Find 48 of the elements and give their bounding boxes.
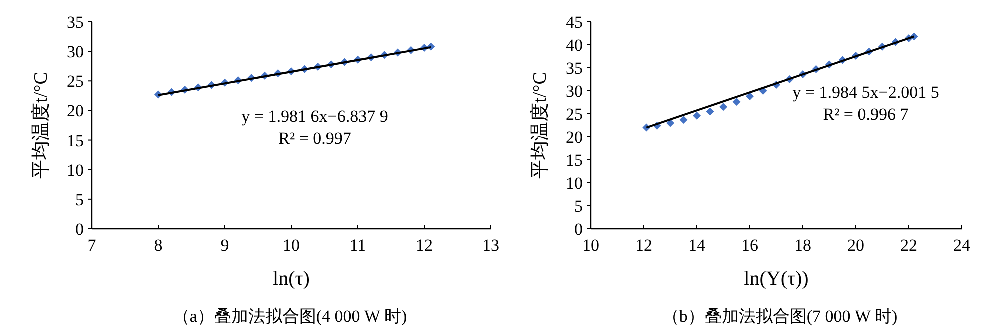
y-tick-label: 25 [67,72,84,92]
y-tick-label: 30 [67,42,84,62]
text: （a）叠加法拟合图(4 000 W 时) [172,307,408,326]
point [746,92,754,101]
point [693,112,701,120]
point [732,98,741,106]
y-axis-title: 平均温度t/°C [529,72,551,179]
y-tick-label: 0 [76,220,84,239]
annotation: R² = 0.997 [278,129,352,148]
y-tick-label: 40 [566,36,583,55]
y-tick-label: 35 [566,59,583,78]
y-tick-label: 5 [574,197,583,216]
x-tick-label: 22 [900,236,918,255]
x-tick-label: 11 [350,236,366,255]
point [706,108,714,116]
y-axis-title: 平均温度t/°C [30,72,52,179]
x-tick-label: 14 [688,236,706,255]
y-tick-label: 5 [76,190,84,210]
y-tick-label: 20 [566,128,583,147]
y-tick-label: 0 [574,220,583,239]
x-axis-title: ln(τ) [273,268,310,290]
annotation: y = 1.981 6x−6.837 9 [242,107,388,126]
y-tick-label: 45 [566,13,583,32]
x-axis-title: ln(Y(τ)) [744,268,809,290]
x-tick-label: 18 [794,236,812,255]
y-tick-label: 10 [566,174,583,193]
point [680,116,688,124]
y-tick-label: 10 [67,160,84,180]
x-tick-label: 12 [636,236,652,255]
point [720,103,728,112]
x-tick-label: 10 [283,236,300,255]
text: （b）叠加法拟合图(7 000 W 时) [662,307,898,326]
y-tick-label: 25 [566,105,583,124]
x-tick-label: 13 [482,236,500,255]
y-tick-label: 15 [67,131,84,150]
x-tick-label: 12 [416,236,433,255]
x-tick-label: 9 [220,236,230,255]
y-tick-label: 15 [566,151,583,170]
x-tick-label: 16 [742,236,758,255]
x-tick-label: 20 [848,236,864,255]
x-tick-label: 7 [88,236,97,255]
annotation: y = 1.984 5x−2.001 5 [792,83,940,102]
annotation: R² = 0.996 7 [823,105,910,124]
y-tick-label: 20 [67,102,84,121]
x-tick-label: 8 [154,236,163,255]
y-tick-label: 30 [566,82,583,101]
x-tick-label: 24 [954,236,971,255]
y-tick-label: 35 [67,13,84,32]
